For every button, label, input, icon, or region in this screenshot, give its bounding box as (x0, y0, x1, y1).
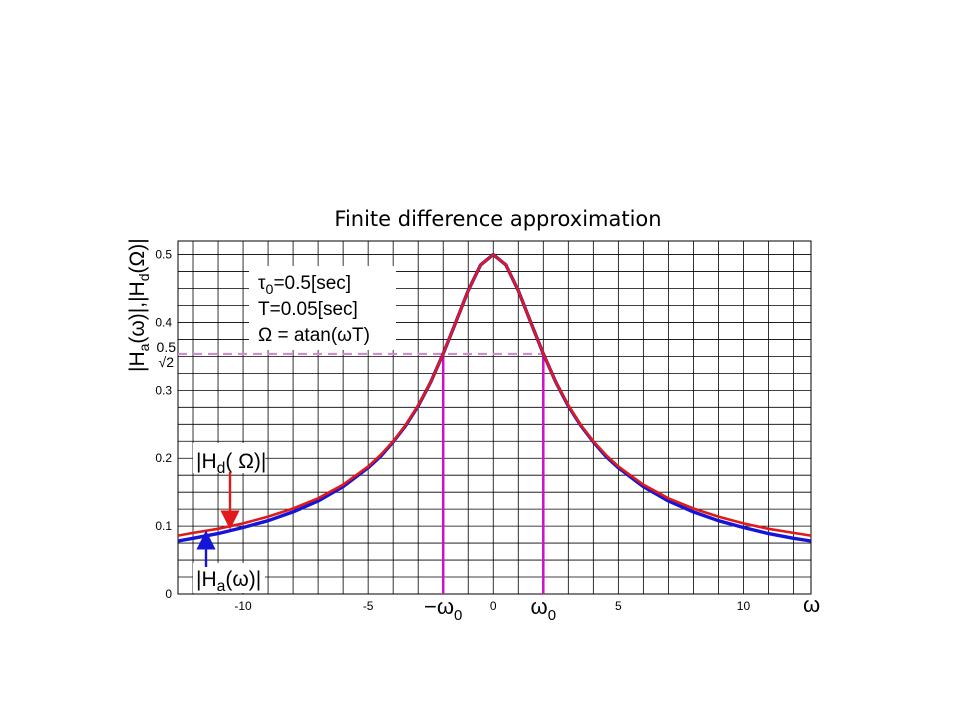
plot-frame (177, 240, 812, 595)
y-tick-label: 0.1 (155, 519, 172, 533)
x-tick-label: 5 (615, 599, 622, 613)
y-tick-label: 0.3 (155, 383, 172, 397)
series-lines (177, 252, 812, 543)
slide-title: Finite difference approximation (334, 207, 662, 231)
y-axis-label: |Ha(ω)|,|Hd(Ω)| (126, 238, 152, 372)
param-tau0: τ0=0.5[sec] (258, 273, 351, 298)
y-tick-label: 0.5 (155, 248, 172, 262)
y-tick-label: 0 (165, 587, 172, 601)
y-axis-label-text: |Ha(ω)|,|Hd(Ω)| (126, 238, 152, 372)
x-axis-label: ω (803, 592, 820, 617)
annot-hd-label: |Hd( Ω)| (196, 450, 266, 477)
parameter-box: τ0=0.5[sec]T=0.05[sec] Ω = atan(ωT) (249, 266, 396, 350)
x-axis-label-text: ω (803, 592, 820, 617)
annot-ha-bg (193, 563, 265, 593)
x-tick-label: 10 (737, 599, 751, 613)
series-line-hd (177, 253, 812, 537)
x-tick-label: ω0 (531, 594, 557, 624)
x-tick-label: -10 (234, 599, 252, 613)
x-tick-label: −ω0 (424, 594, 462, 624)
y-tick-labels: 00.10.20.30.40.50.5√2 (155, 248, 176, 601)
y-tick-label: 0.2 (155, 451, 172, 465)
y-tick-special-numerator: 0.5 (157, 339, 177, 355)
y-tick-special-denominator: √2 (159, 354, 175, 370)
omega0-markers (178, 352, 545, 594)
x-tick-labels: -10 -5 −ω0 0 ω0 5 10 (234, 594, 750, 624)
curve-annotations: |Hd( Ω)| |Ha(ω)| (193, 443, 266, 595)
annot-ha-label: |Ha(ω)| (196, 568, 261, 595)
y-tick-label: 0.4 (155, 315, 172, 329)
parameter-box-bg (249, 266, 396, 350)
param-T: T=0.05[sec] (258, 299, 358, 320)
x-tick-label: -5 (363, 599, 374, 613)
annot-hd-bg (193, 443, 265, 473)
x-tick-label: 0 (490, 599, 497, 613)
param-omega: Ω = atan(ωT) (258, 325, 370, 346)
